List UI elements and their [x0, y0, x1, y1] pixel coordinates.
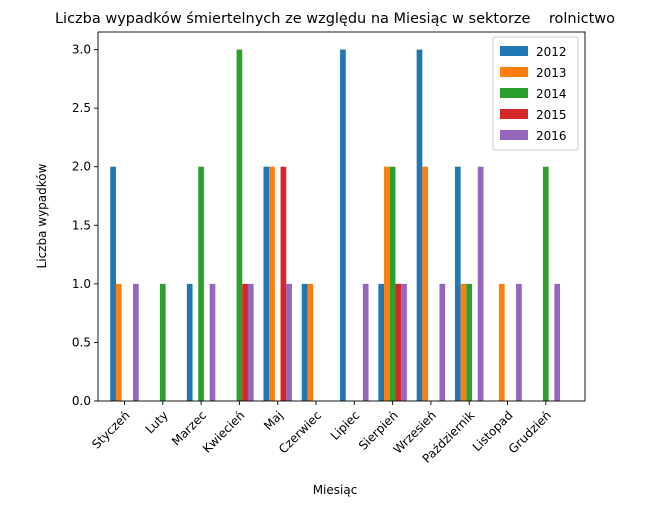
legend-swatch-2012: [500, 46, 528, 56]
y-axis-label: Liczba wypadków: [35, 163, 49, 268]
bar-2015-Maj: [280, 166, 287, 401]
bar-2015-Kwiecień: [242, 283, 248, 401]
x-tick-label: Luty: [143, 408, 171, 436]
legend-swatch-2015: [500, 109, 528, 119]
bar-2012-Czerwiec: [301, 283, 308, 401]
y-tick-label: 2.5: [72, 101, 91, 115]
bar-2016-Maj: [286, 283, 292, 401]
bar-2012-Październik: [454, 166, 461, 401]
bar-2016-Listopad: [516, 283, 522, 401]
plot-frame: [97, 31, 586, 402]
bar-2016-Marzec: [209, 283, 216, 401]
bar-2012-Lipiec: [340, 49, 346, 401]
bar-2013-Listopad: [498, 283, 505, 401]
bar-2013-Wrzesień: [422, 166, 429, 401]
y-tick-label: 3.0: [72, 43, 91, 57]
bar-2014-Grudzień: [542, 166, 549, 401]
bar-2016-Grudzień: [554, 283, 561, 401]
bar-2013-Styczeń: [115, 283, 122, 401]
bar-2012-Marzec: [186, 283, 193, 401]
bar-2012-Sierpień: [378, 283, 385, 401]
bar-2016-Kwiecień: [247, 283, 254, 401]
bar-2013-Październik: [460, 283, 467, 401]
x-tick-label: Styczeń: [89, 408, 132, 451]
legend-swatch-2013: [500, 67, 528, 77]
bar-2016-Styczeń: [133, 283, 139, 401]
bar-2013-Maj: [269, 166, 275, 401]
bar-2013-Czerwiec: [307, 283, 314, 401]
chart-title: Liczba wypadków śmiertelnych ze względu …: [55, 11, 615, 27]
bar-2016-Październik: [477, 166, 484, 401]
bar-2014-Październik: [466, 283, 473, 401]
legend-label-2015: 2015: [536, 108, 567, 122]
x-tick-label: Grudzień: [506, 408, 554, 456]
bars-group: [110, 49, 561, 401]
legend: 2012 2013 2014 2015 2016: [492, 36, 579, 151]
bar-2012-Maj: [263, 166, 270, 401]
bar-2012-Styczeń: [110, 166, 116, 401]
x-axis-label: Miesiąc: [313, 483, 358, 497]
y-tick-label: 0.5: [72, 335, 91, 349]
y-tick-label: 1.0: [72, 277, 91, 291]
legend-swatch-2016: [500, 130, 528, 140]
y-tick-label: 2.0: [72, 160, 91, 174]
legend-label-2012: 2012: [536, 45, 567, 59]
bar-2014-Sierpień: [389, 166, 396, 401]
bar-2016-Wrzesień: [439, 283, 446, 401]
bar-2014-Marzec: [198, 166, 204, 401]
legend-swatch-2014: [500, 88, 528, 98]
y-tick-label: 0.0: [72, 394, 91, 408]
bar-2016-Sierpień: [401, 283, 407, 401]
bar-2014-Kwiecień: [236, 49, 243, 401]
x-tick-label: Lipiec: [328, 408, 363, 443]
bar-2012-Wrzesień: [416, 49, 423, 401]
bar-2015-Sierpień: [395, 283, 402, 401]
y-axis: 0.0 0.5 1.0 1.5 2.0 2.5 3.0: [72, 43, 98, 408]
bar-2014-Luty: [159, 283, 166, 401]
legend-label-2014: 2014: [536, 87, 567, 101]
bar-2016-Lipiec: [362, 283, 369, 401]
legend-label-2013: 2013: [536, 66, 567, 80]
legend-label-2016: 2016: [536, 129, 567, 143]
x-tick-label: Maj: [261, 408, 286, 433]
y-tick-label: 1.5: [72, 218, 91, 232]
legend-box: [492, 36, 579, 151]
bar-2013-Sierpień: [384, 166, 390, 401]
x-tick-label: Kwiecień: [200, 408, 248, 456]
x-tick-label: Czerwiec: [276, 408, 324, 456]
